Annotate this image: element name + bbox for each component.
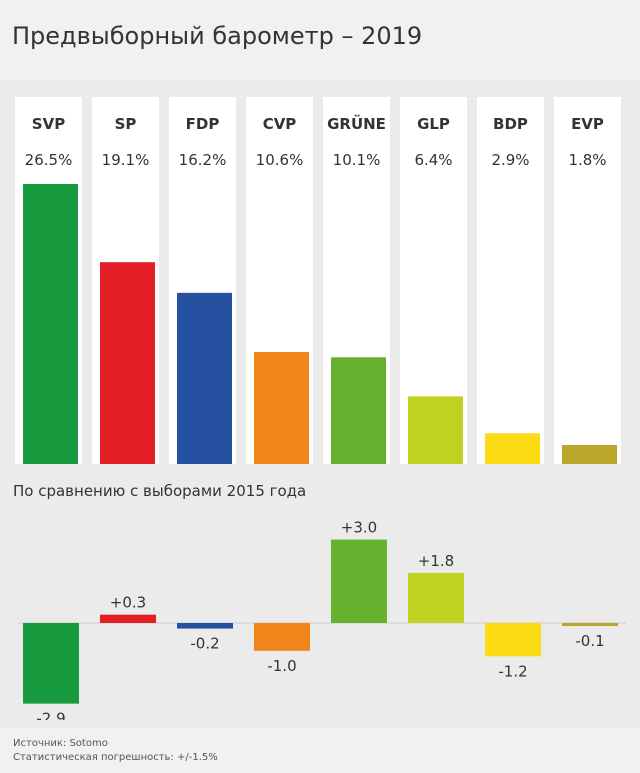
change-label-evp: -0.1 [575, 632, 604, 650]
footer [0, 728, 640, 773]
margin-of-error-note: Статистическая погрешность: +/-1.5% [13, 752, 218, 763]
change-label-svp: -2.9 [36, 710, 65, 720]
party-share-label-cvp: 10.6% [256, 151, 304, 169]
party-share-bar-grne [331, 357, 386, 464]
party-share-label-grne: 10.1% [333, 151, 381, 169]
party-share-bar-bdp [485, 433, 540, 464]
change-label-glp: +1.8 [418, 552, 454, 570]
change-label-sp: +0.3 [110, 594, 146, 612]
party-share-label-fdp: 16.2% [179, 151, 227, 169]
party-column-bdp [477, 97, 544, 464]
party-share-bar-glp [408, 396, 463, 464]
header: Предвыборный барометр – 2019 [0, 0, 640, 80]
change-bar-evp [562, 623, 618, 626]
change-bar-cvp [254, 623, 310, 651]
party-name-evp: EVP [571, 115, 604, 133]
comparison-label: По сравнению с выборами 2015 года [13, 482, 307, 500]
party-column-evp [554, 97, 621, 464]
party-name-bdp: BDP [493, 115, 528, 133]
party-share-bar-cvp [254, 352, 309, 464]
party-share-label-sp: 19.1% [102, 151, 150, 169]
party-share-chart: SVP 26.5% SP 19.1% FDP 16.2% CVP 10.6% GRÜNE 10.1… [15, 97, 621, 464]
change-label-cvp: -1.0 [267, 657, 296, 675]
change-bar-sp [100, 614, 156, 623]
party-name-fdp: FDP [186, 115, 220, 133]
party-share-label-svp: 26.5% [25, 151, 73, 169]
change-bar-fdp [177, 623, 233, 629]
party-share-label-evp: 1.8% [568, 151, 606, 169]
party-share-label-glp: 6.4% [414, 151, 452, 169]
party-share-bar-evp [562, 444, 617, 464]
party-name-grne: GRÜNE [327, 114, 386, 133]
party-name-cvp: CVP [263, 115, 297, 133]
change-label-bdp: -1.2 [498, 662, 527, 680]
change-label-fdp: -0.2 [190, 635, 219, 653]
party-name-glp: GLP [417, 115, 450, 133]
source-note: Источник: Sotomo [13, 738, 108, 749]
change-bar-bdp [485, 623, 541, 657]
party-share-label-bdp: 2.9% [491, 151, 529, 169]
party-share-bar-sp [100, 262, 155, 464]
change-bar-grne [331, 539, 387, 623]
change-label-grne: +3.0 [341, 519, 377, 537]
change-chart: -2.9 +0.3 -0.2 -1.0 +3.0 +1.8 -1.2 -0.1 [18, 519, 626, 720]
change-bar-glp [408, 572, 464, 623]
party-name-sp: SP [115, 115, 137, 133]
party-name-svp: SVP [32, 115, 65, 133]
party-share-bar-svp [23, 184, 78, 464]
change-bar-svp [23, 623, 79, 704]
page-title: Предвыборный барометр – 2019 [12, 22, 423, 50]
party-share-bar-fdp [177, 292, 232, 464]
